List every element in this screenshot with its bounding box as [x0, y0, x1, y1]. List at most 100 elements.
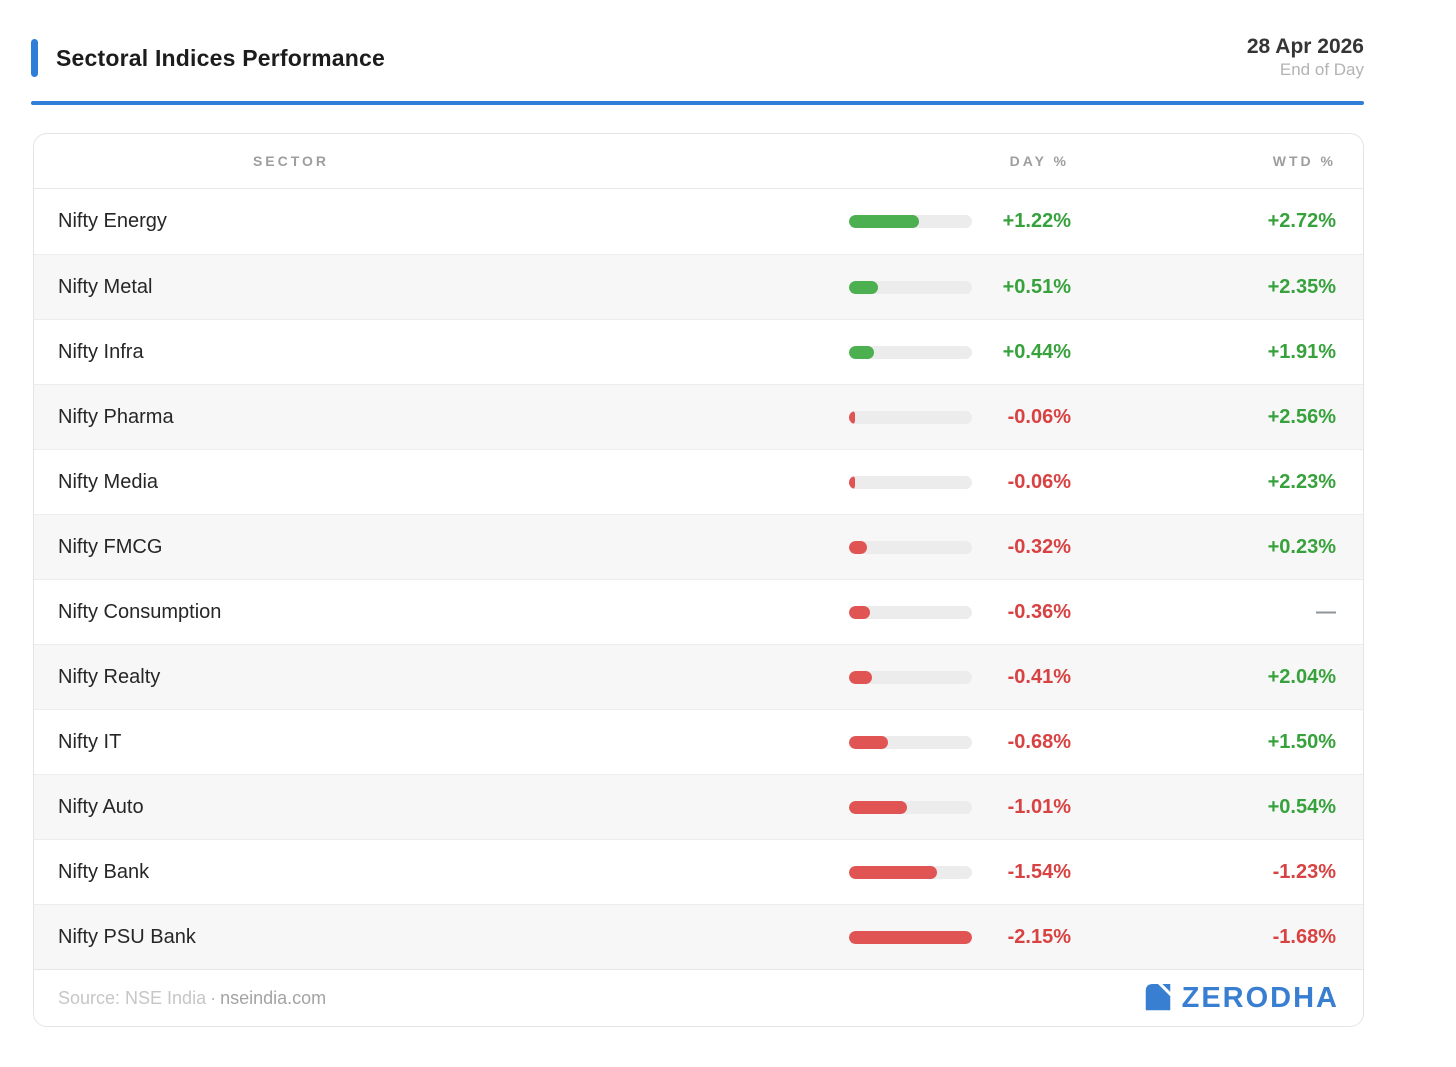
sector-name: Nifty Metal	[58, 275, 153, 298]
table-card: SECTOR DAY % WTD % Nifty Energy +1.22% +2.…	[33, 133, 1364, 1027]
day-bar-track	[849, 410, 972, 424]
table-row: Nifty Pharma -0.06% +2.56%	[34, 384, 1363, 449]
day-bar	[849, 800, 972, 814]
wtd-change-value: +2.72%	[1267, 210, 1336, 232]
day-bar	[849, 345, 972, 359]
sector-name: Nifty Consumption	[58, 600, 222, 623]
day-bar	[849, 475, 972, 489]
day-change-value: -0.41%	[1007, 665, 1071, 688]
wtd-change-value: +2.04%	[1267, 665, 1336, 688]
wtd-change-value: +2.35%	[1267, 275, 1336, 298]
day-bar-fill	[849, 475, 855, 489]
wtd-change-value: +1.50%	[1267, 730, 1336, 753]
table-row: Nifty Consumption -0.36% —	[34, 579, 1363, 644]
day-bar-track	[849, 800, 972, 814]
source-site: nseindia.com	[220, 987, 327, 1008]
day-bar-track	[849, 930, 972, 944]
table-row: Nifty Media -0.06% +2.23%	[34, 449, 1363, 514]
day-bar-fill	[849, 345, 874, 359]
sector-name: Nifty PSU Bank	[58, 925, 196, 948]
day-bar-fill	[849, 670, 872, 684]
day-bar-track	[849, 735, 972, 749]
day-bar-track	[849, 605, 972, 619]
day-bar	[849, 280, 972, 294]
day-change-value: +0.51%	[1002, 275, 1071, 298]
day-change-value: -1.54%	[1007, 860, 1071, 883]
report-period: End of Day	[1279, 60, 1364, 80]
wtd-change-value: +0.23%	[1267, 535, 1336, 558]
table-row: Nifty Bank -1.54% -1.23%	[34, 839, 1363, 904]
title-accent-bar	[31, 39, 38, 77]
day-change-value: -0.06%	[1007, 405, 1071, 428]
zerodha-logo: ZERODHA	[1144, 982, 1339, 1015]
wtd-change-value: +2.56%	[1267, 405, 1336, 428]
day-bar-fill	[849, 735, 888, 749]
table-row: Nifty FMCG -0.32% +0.23%	[34, 514, 1363, 579]
table-row: Nifty Energy +1.22% +2.72%	[34, 189, 1363, 254]
wtd-change-value: -1.68%	[1272, 925, 1336, 948]
source-separator: ·	[210, 987, 217, 1008]
wtd-change-value: +0.54%	[1267, 795, 1336, 818]
day-change-value: -0.68%	[1007, 730, 1071, 753]
day-change-value: -0.32%	[1007, 535, 1071, 558]
title-block: Sectoral Indices Performance	[31, 39, 385, 77]
sector-name: Nifty FMCG	[58, 535, 163, 558]
day-bar-fill	[849, 280, 878, 294]
table-row: Nifty Metal +0.51% +2.35%	[34, 254, 1363, 319]
day-bar-track	[849, 670, 972, 684]
page-header: Sectoral Indices Performance 28 Apr 2026…	[31, 30, 1364, 86]
day-bar	[849, 865, 972, 879]
table-footer: Source: NSE India · nseindia.com ZERODHA	[34, 969, 1363, 1026]
day-change-value: +1.22%	[1002, 210, 1071, 232]
date-block: 28 Apr 2026 End of Day	[1247, 35, 1364, 81]
day-bar-fill	[849, 215, 919, 228]
column-header-sector: SECTOR	[252, 153, 330, 169]
day-change-value: -1.01%	[1007, 795, 1071, 818]
day-bar	[849, 735, 972, 749]
sector-name: Nifty Auto	[58, 795, 144, 818]
day-bar-track	[849, 280, 972, 294]
wtd-change-value: +2.23%	[1267, 470, 1336, 493]
source-note: Source: NSE India · nseindia.com	[58, 988, 326, 1009]
day-bar	[849, 540, 972, 554]
table-row: Nifty PSU Bank -2.15% -1.68%	[34, 904, 1363, 969]
day-bar-track	[849, 215, 972, 228]
wtd-change-value: —	[1316, 600, 1336, 623]
day-change-value: -2.15%	[1007, 925, 1071, 948]
day-bar	[849, 605, 972, 619]
day-bar-track	[849, 475, 972, 489]
sector-name: Nifty Pharma	[58, 405, 174, 428]
sector-name: Nifty Media	[58, 470, 159, 493]
day-bar	[849, 670, 972, 684]
sector-name: Nifty Realty	[58, 665, 161, 688]
sector-name: Nifty Bank	[58, 860, 150, 883]
day-bar-track	[849, 345, 972, 359]
day-bar-fill	[849, 605, 870, 619]
day-bar-fill	[849, 930, 972, 944]
day-bar-fill	[849, 410, 855, 424]
wtd-change-value: +1.91%	[1267, 340, 1336, 363]
column-header-wtd: WTD %	[1272, 153, 1336, 169]
day-bar	[849, 930, 972, 944]
day-change-value: -0.06%	[1007, 470, 1071, 493]
day-bar-fill	[849, 800, 907, 814]
zerodha-logo-icon	[1145, 984, 1170, 1011]
column-header-day: DAY %	[1009, 153, 1069, 169]
day-bar	[849, 410, 972, 424]
sector-name: Nifty Energy	[58, 210, 167, 232]
table-row: Nifty Auto -1.01% +0.54%	[34, 774, 1363, 839]
day-bar	[849, 215, 972, 228]
table-row: Nifty IT -0.68% +1.50%	[34, 709, 1363, 774]
day-bar-track	[849, 540, 972, 554]
day-bar-fill	[849, 540, 867, 554]
report-date: 28 Apr 2026	[1246, 34, 1364, 58]
sector-name: Nifty Infra	[58, 340, 144, 363]
wtd-change-value: -1.23%	[1272, 860, 1336, 883]
table-header-row: SECTOR DAY % WTD %	[34, 134, 1363, 189]
header-divider	[31, 101, 1364, 105]
table-row: Nifty Infra +0.44% +1.91%	[34, 319, 1363, 384]
day-change-value: -0.36%	[1007, 600, 1071, 623]
table-row: Nifty Realty -0.41% +2.04%	[34, 644, 1363, 709]
day-change-value: +0.44%	[1002, 340, 1071, 363]
